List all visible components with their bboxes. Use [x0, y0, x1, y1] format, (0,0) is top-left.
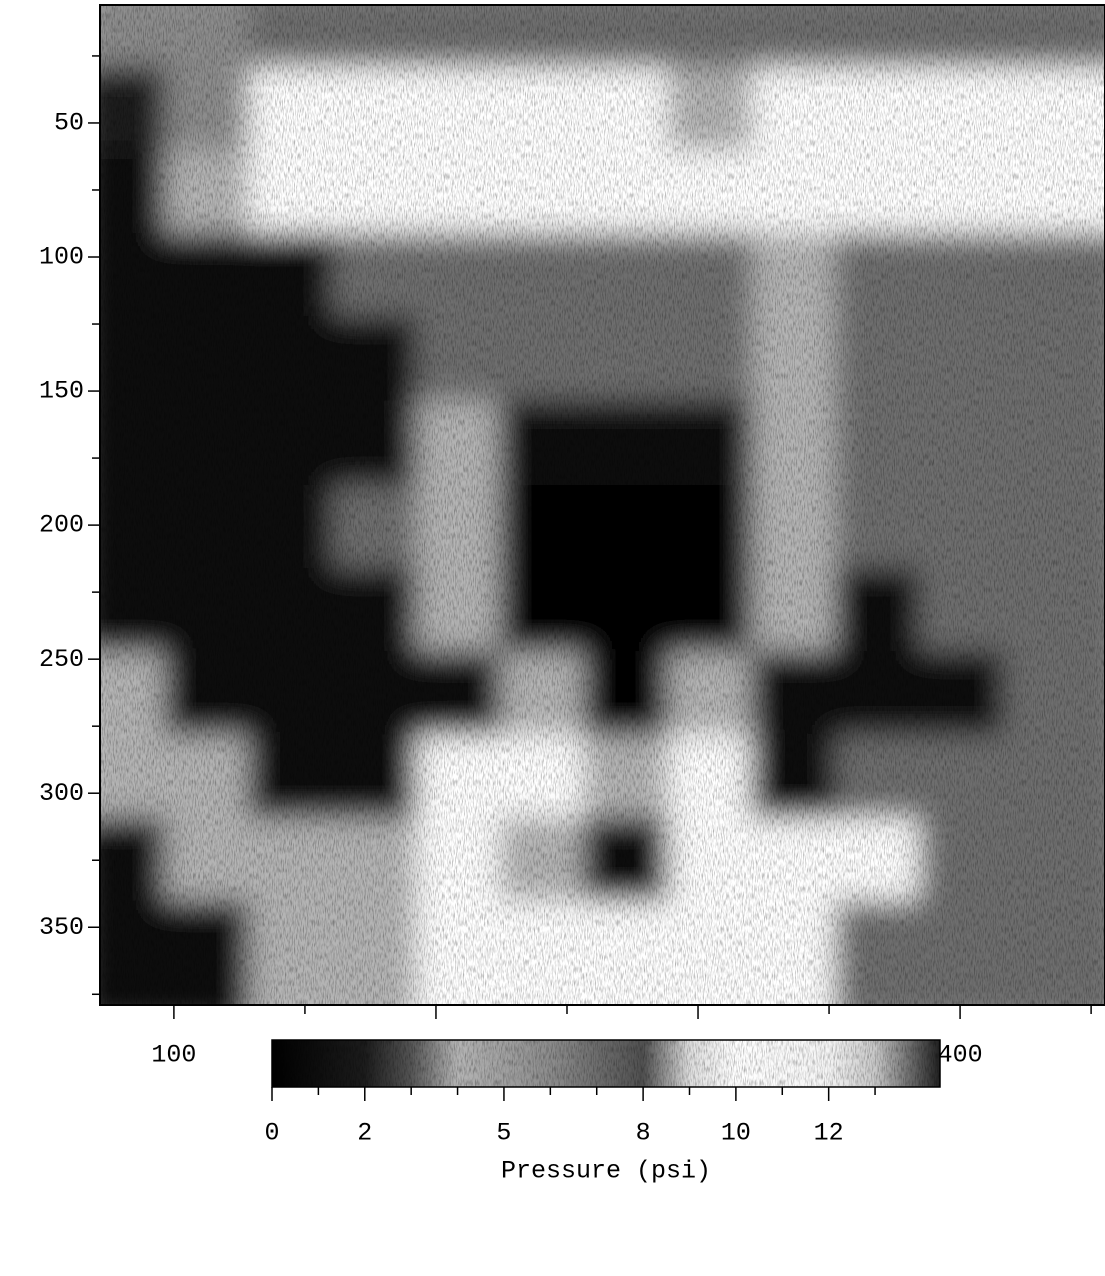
- heatmap: [100, 5, 1105, 1005]
- y-tick-label: 50: [54, 109, 84, 138]
- y-tick-label: 100: [39, 243, 84, 272]
- heatmap-cell: [1002, 900, 1105, 1005]
- y-tick-label: 250: [39, 645, 84, 674]
- colorbar-tick-label: 0: [264, 1119, 279, 1148]
- y-tick-label: 300: [39, 779, 84, 808]
- plot-frame: [99, 4, 1105, 1006]
- colorbar-tick-label: 5: [496, 1119, 511, 1148]
- colorbar-tick-label: 2: [357, 1119, 372, 1148]
- colorbar-tick-label: 10: [721, 1119, 751, 1148]
- x-tick-label: 400: [938, 1041, 983, 1070]
- colorbar-tick-label: 8: [636, 1119, 651, 1148]
- y-tick-label: 150: [39, 377, 84, 406]
- colorbar-tick-label: 12: [814, 1119, 844, 1148]
- colorbar-grain: [272, 1040, 940, 1087]
- colorbar-label: Pressure (psi): [501, 1157, 711, 1186]
- y-tick-label: 350: [39, 913, 84, 942]
- x-tick-label: 100: [151, 1041, 196, 1070]
- y-tick-label: 200: [39, 511, 84, 540]
